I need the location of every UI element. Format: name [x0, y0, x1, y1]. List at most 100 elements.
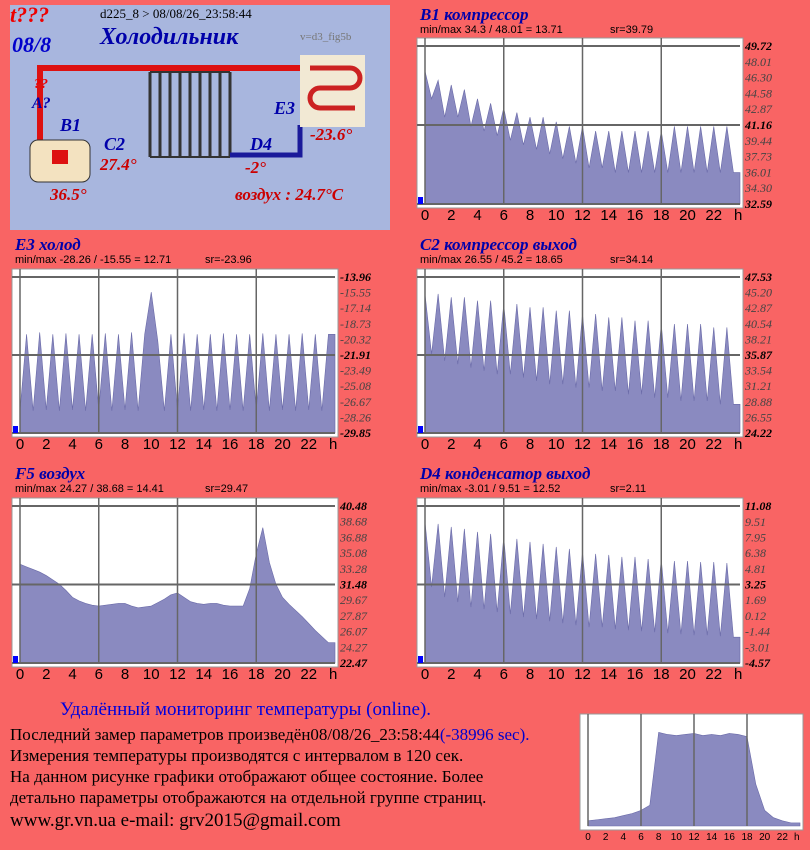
label: ?? [34, 77, 48, 92]
condenser-coil [148, 72, 232, 157]
y-tick-label: -26.67 [340, 395, 372, 409]
x-tick-label: 16 [627, 666, 644, 683]
stats-sr: sr=2.11 [610, 483, 646, 495]
x-tick-label: 8 [526, 436, 534, 453]
x-tick-label: 16 [222, 666, 239, 683]
x-tick-label: 16 [627, 436, 644, 453]
x-tick-label: 10 [671, 832, 683, 843]
y-tick-label: 24.27 [340, 640, 368, 654]
y-tick-label: -13.96 [340, 270, 371, 284]
x-tick-label: 14 [600, 207, 617, 224]
y-tick-label: 34.30 [744, 181, 772, 195]
marker [418, 426, 423, 433]
label: C2 [104, 134, 125, 154]
x-tick-label: 12 [169, 666, 186, 683]
y-tick-label: 42.87 [745, 102, 773, 116]
stats: min/max 34.3 / 48.01 = 13.71 [420, 24, 563, 36]
x-tick-label: 4 [473, 436, 481, 453]
y-tick-label: 35.08 [339, 546, 367, 560]
value: 27.4° [99, 155, 137, 174]
x-tick-label: 4 [473, 666, 481, 683]
x-tick-label: 6 [638, 832, 644, 843]
x-unit: h [794, 832, 800, 843]
chart-title: D4 конденсатор выход [419, 464, 591, 483]
x-tick-label: 6 [95, 666, 103, 683]
y-tick-label: 28.88 [745, 395, 772, 409]
x-tick-label: 2 [603, 832, 609, 843]
y-tick-label: 46.30 [745, 71, 772, 85]
x-tick-label: 0 [16, 666, 24, 683]
y-tick-label: 22.47 [339, 656, 368, 670]
y-tick-label: -25.08 [340, 379, 371, 393]
x-tick-label: 2 [42, 436, 50, 453]
x-tick-label: 22 [705, 666, 722, 683]
x-tick-label: 4 [68, 666, 76, 683]
x-unit: h [329, 436, 337, 453]
fridge-diagram: t??? 08/8 d225_8 > 08/08/26_23:58:44 Хол… [10, 2, 390, 230]
x-tick-label: 0 [16, 436, 24, 453]
condenser-frame [150, 71, 230, 158]
x-tick-label: 22 [300, 436, 317, 453]
x-tick-label: 18 [653, 436, 670, 453]
stats-sr: sr=34.14 [610, 254, 653, 266]
y-tick-label: 40.48 [339, 499, 367, 513]
stats: min/max -3.01 / 9.51 = 12.52 [420, 483, 560, 495]
x-tick-label: 22 [705, 207, 722, 224]
last-measure: Последний замер параметров произведён08/… [10, 725, 440, 744]
footer-line: детально параметры отображаются на отдел… [10, 788, 486, 807]
x-tick-label: 20 [274, 436, 291, 453]
x-tick-label: 14 [195, 436, 212, 453]
version: v=d3_fig5b [300, 31, 352, 43]
y-tick-label: 27.87 [340, 609, 368, 623]
x-tick-label: 18 [653, 666, 670, 683]
y-tick-label: 39.44 [744, 134, 772, 148]
x-tick-label: 8 [121, 436, 129, 453]
x-tick-label: 4 [473, 207, 481, 224]
chart-title: E3 холод [14, 235, 81, 254]
x-tick-label: 14 [706, 832, 718, 843]
chart-title: B1 компрессор [419, 5, 529, 24]
label: B1 [59, 115, 81, 135]
y-tick-label: 48.01 [745, 55, 772, 69]
y-tick-label: -20.32 [340, 332, 371, 346]
y-tick-label: -29.85 [340, 426, 371, 440]
x-tick-label: 8 [526, 207, 534, 224]
x-tick-label: 4 [68, 436, 76, 453]
series-area [19, 292, 336, 434]
footer: Удалённый мониторинг температуры (online… [10, 699, 530, 831]
x-tick-label: 0 [421, 207, 429, 224]
chart-title: F5 воздух [14, 464, 86, 483]
cold-pipe [230, 125, 303, 158]
y-tick-label: 29.67 [340, 593, 368, 607]
evaporator-coil [307, 65, 363, 111]
x-tick-label: 16 [724, 832, 736, 843]
x-tick-label: 18 [653, 207, 670, 224]
x-tick-label: 18 [248, 666, 265, 683]
x-tick-label: 2 [447, 666, 455, 683]
value: воздух : 24.7°C [235, 185, 344, 204]
y-tick-label: 36.88 [339, 530, 367, 544]
x-tick-label: 12 [688, 832, 700, 843]
x-tick-label: 18 [248, 436, 265, 453]
x-tick-label: 2 [447, 436, 455, 453]
x-tick-label: 4 [621, 832, 627, 843]
marker [13, 426, 18, 433]
x-tick-label: 10 [143, 436, 160, 453]
chart: 0 2 4 6 8 10 12 14 16 18 20 22 h [579, 713, 804, 843]
y-tick-label: 33.54 [744, 364, 772, 378]
date: 08/8 [12, 32, 51, 57]
x-tick-label: 22 [300, 666, 317, 683]
footer-line: Последний замер параметров произведён08/… [10, 725, 530, 744]
x-tick-label: 20 [274, 666, 291, 683]
value: -23.6° [310, 125, 352, 144]
x-tick-label: 8 [656, 832, 662, 843]
x-tick-label: 16 [222, 436, 239, 453]
value: -2° [245, 158, 266, 177]
y-tick-label: 44.58 [745, 86, 772, 100]
y-tick-label: 45.20 [745, 286, 772, 300]
x-tick-label: 20 [679, 207, 696, 224]
x-tick-label: 2 [447, 207, 455, 224]
